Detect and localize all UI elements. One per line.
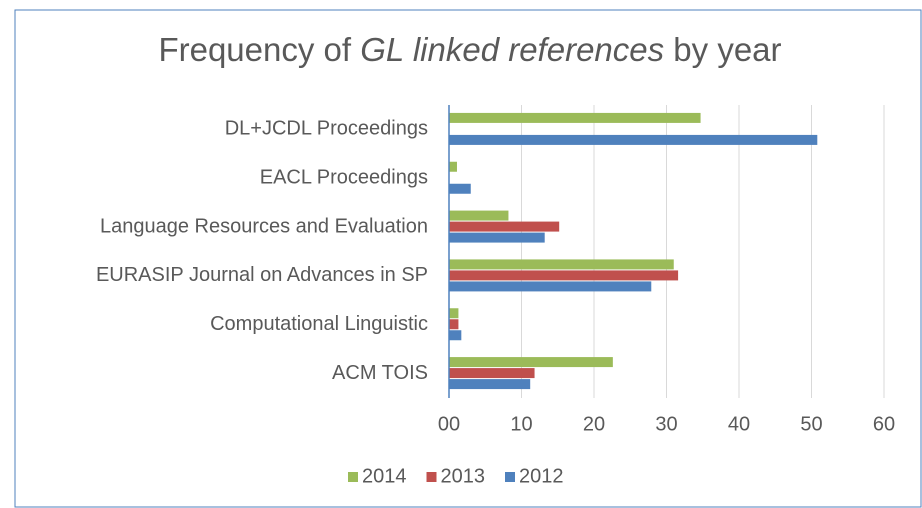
bar xyxy=(449,379,531,390)
bar xyxy=(449,210,509,221)
legend-label: 2014 xyxy=(362,465,407,487)
bar xyxy=(449,259,674,270)
bar xyxy=(449,183,471,194)
chart-title: Frequency of GL linked references by yea… xyxy=(158,31,781,68)
bar xyxy=(449,221,560,232)
legend-swatch xyxy=(426,472,437,482)
bar xyxy=(449,368,535,379)
legend-swatch xyxy=(505,472,515,482)
x-tick-label: 00 xyxy=(438,413,460,435)
bar xyxy=(449,319,459,330)
x-tick-label: 20 xyxy=(583,413,605,435)
legend-label: 2012 xyxy=(519,465,564,487)
x-tick-label: 40 xyxy=(728,413,750,435)
legend-swatch xyxy=(348,472,358,482)
y-tick-label: EURASIP Journal on Advances in SP xyxy=(96,264,428,286)
bar xyxy=(449,134,818,145)
bar xyxy=(449,357,613,368)
x-tick-label: 60 xyxy=(873,413,895,435)
y-tick-label: EACL Proceedings xyxy=(260,167,428,189)
bar xyxy=(449,281,652,292)
x-tick-label: 30 xyxy=(655,413,677,435)
title-part: GL linked references xyxy=(360,31,664,68)
y-tick-label: Computational Linguistic xyxy=(210,313,428,335)
y-tick-label: ACM TOIS xyxy=(332,362,428,384)
chart-frame xyxy=(14,9,922,508)
y-tick-label: Language Resources and Evaluation xyxy=(100,215,428,237)
bar xyxy=(449,330,462,341)
bar xyxy=(449,308,459,319)
title-part: by year xyxy=(664,31,781,68)
x-tick-label: 50 xyxy=(800,413,822,435)
bar xyxy=(449,270,679,281)
legend-label: 2013 xyxy=(441,465,486,487)
bar xyxy=(449,112,701,123)
bar xyxy=(449,161,457,172)
title-part: Frequency of xyxy=(158,31,360,68)
y-tick-label: DL+JCDL Proceedings xyxy=(225,118,428,140)
bar xyxy=(449,232,545,243)
x-tick-label: 10 xyxy=(510,413,532,435)
